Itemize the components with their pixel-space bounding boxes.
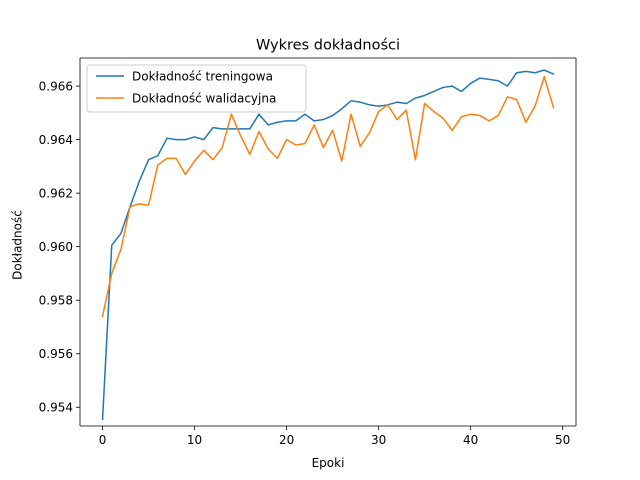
y-tick-label: 0.954 xyxy=(39,400,73,414)
legend-box xyxy=(86,64,307,113)
y-tick-label: 0.966 xyxy=(39,79,73,93)
series-line-1 xyxy=(101,69,555,421)
x-axis-label: Epoki xyxy=(312,456,345,470)
legend-label-1: Dokładność treningowa xyxy=(132,70,273,84)
plot-area: 0 10 20 30 40 50 0.954 0.956 0.958 0.960 0.962 0.96… xyxy=(39,57,577,447)
y-axis-label: Dokładność xyxy=(11,210,25,280)
x-tick-label: 10 xyxy=(187,433,202,447)
legend-label-2: Dokładność walidacyjna xyxy=(132,92,276,106)
x-tick-label: 30 xyxy=(371,433,386,447)
y-tick-label: 0.960 xyxy=(39,240,73,254)
x-tick-label: 40 xyxy=(463,433,478,447)
x-tick-label: 20 xyxy=(279,433,294,447)
x-tick-label: 0 xyxy=(99,433,107,447)
series-line-2 xyxy=(101,75,555,318)
y-tick-label: 0.956 xyxy=(39,347,73,361)
chart-title: Wykres dokładności xyxy=(256,38,400,54)
y-tick-label: 0.962 xyxy=(39,186,73,200)
y-tick-label: 0.964 xyxy=(39,133,73,147)
x-tick-label: 50 xyxy=(555,433,570,447)
y-tick-label: 0.958 xyxy=(39,293,73,307)
